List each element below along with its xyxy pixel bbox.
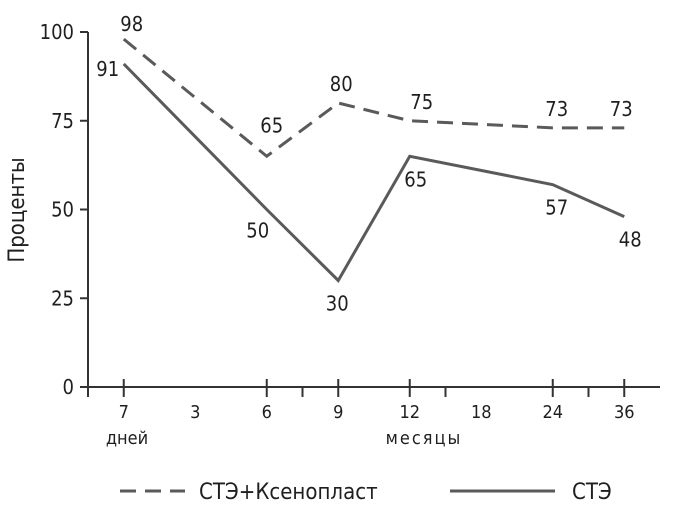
- y-axis-label: Проценты: [5, 157, 30, 262]
- x-tick-label: 7: [119, 402, 129, 423]
- y-tick-label: 0: [63, 375, 74, 399]
- series-line-ste: [122, 62, 625, 283]
- data-label: 65: [260, 113, 283, 137]
- legend: СТЭ+Ксенопласт СТЭ: [120, 480, 612, 505]
- y-tick-label: 75: [51, 109, 74, 133]
- legend-label: СТЭ: [572, 480, 612, 505]
- data-label: 91: [96, 57, 119, 81]
- x-tick-label: 9: [333, 402, 343, 423]
- x-tick-label: 12: [399, 402, 420, 423]
- x-tick-label: 36: [614, 402, 635, 423]
- data-label: 98: [120, 12, 143, 36]
- group-label-days: дней: [106, 428, 148, 449]
- data-label: 73: [610, 97, 633, 121]
- x-tick-label: 18: [471, 402, 492, 423]
- legend-label: СТЭ+Ксенопласт: [199, 480, 378, 505]
- x-tick-label: 24: [542, 402, 563, 423]
- y-tick-label: 50: [51, 198, 74, 222]
- x-tick-label: 6: [262, 402, 272, 423]
- x-tick-label: 3: [190, 402, 200, 423]
- data-label: 75: [410, 90, 433, 114]
- data-label: 48: [619, 228, 642, 252]
- data-label: 73: [545, 97, 568, 121]
- data-label: 50: [246, 219, 269, 243]
- y-tick-label: 100: [40, 20, 74, 44]
- group-label-months: месяцы: [386, 428, 463, 449]
- data-label: 80: [330, 72, 353, 96]
- y-tick-label: 25: [51, 286, 74, 310]
- data-label: 57: [545, 196, 568, 220]
- data-label: 30: [326, 292, 349, 316]
- series-line-ste-ksenoplast: [122, 37, 625, 159]
- data-label: 65: [404, 167, 427, 191]
